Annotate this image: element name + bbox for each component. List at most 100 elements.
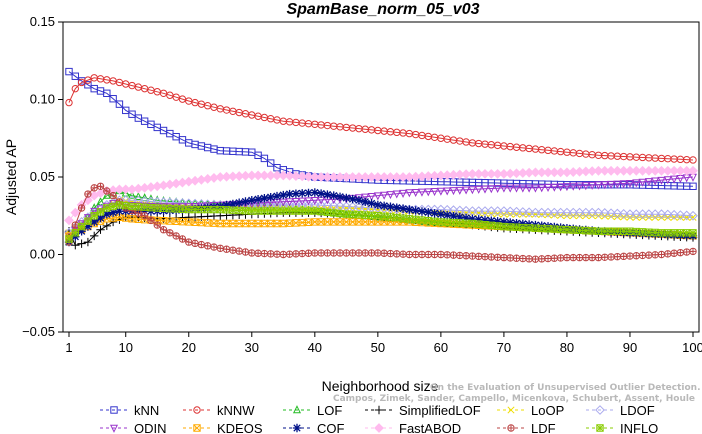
series-inflo xyxy=(65,201,697,243)
point-loop xyxy=(588,212,596,220)
point-inflo xyxy=(323,208,332,217)
point-cof xyxy=(241,197,250,206)
legend-label-loop: LoOP xyxy=(531,403,564,418)
x-ticks: 1 10 20 30 40 50 60 70 80 90 100 xyxy=(65,332,702,355)
chart-title: SpamBase_norm_05_v03 xyxy=(286,1,479,18)
point-ldf xyxy=(525,255,533,263)
legend-marker-cof xyxy=(292,423,302,433)
point-odin xyxy=(487,185,496,194)
point-ldf xyxy=(197,240,206,249)
point-knn xyxy=(115,100,124,108)
point-cof xyxy=(77,227,86,236)
point-inflo xyxy=(506,223,514,231)
point-cof xyxy=(247,196,256,205)
legend-label-lof: LOF xyxy=(317,403,342,418)
point-ldof xyxy=(606,208,616,219)
point-ldf xyxy=(563,253,571,262)
point-fastabod xyxy=(278,170,289,181)
point-inflo xyxy=(311,207,319,215)
point-odin xyxy=(304,197,313,206)
point-simplifiedlof xyxy=(96,225,105,234)
point-cof xyxy=(222,201,231,210)
point-odin xyxy=(462,186,471,195)
point-ldf xyxy=(260,249,269,258)
point-odin xyxy=(430,188,439,197)
point-ldf xyxy=(330,249,338,257)
legend-item-simplifiedlof: SimplifiedLOF xyxy=(365,403,481,418)
point-inflo xyxy=(538,224,546,233)
point-ldf xyxy=(493,253,502,261)
point-fastabod xyxy=(64,215,74,226)
y-ticks: −0.05 0.00 0.05 0.10 0.15 xyxy=(22,14,63,339)
y-tick-label: 0.00 xyxy=(30,247,55,262)
legend-label-odin: ODIN xyxy=(134,421,167,434)
point-ldf xyxy=(386,249,395,258)
point-cof xyxy=(272,191,282,201)
point-inflo xyxy=(374,212,382,220)
point-odin xyxy=(443,187,452,196)
point-knn xyxy=(689,182,697,191)
point-cof xyxy=(298,189,307,198)
point-ldof xyxy=(517,207,528,217)
point-ldf xyxy=(298,249,306,258)
point-cof xyxy=(140,206,149,216)
point-inflo xyxy=(544,225,552,233)
point-inflo xyxy=(449,218,458,227)
point-ldof xyxy=(681,210,692,221)
point-odin xyxy=(436,187,445,196)
point-inflo xyxy=(197,205,206,214)
point-loop xyxy=(626,213,634,221)
x-tick-label: 1 xyxy=(65,340,72,355)
point-cof xyxy=(424,208,433,217)
point-inflo xyxy=(248,207,256,215)
point-odin xyxy=(569,182,578,191)
point-odin xyxy=(512,184,521,193)
point-inflo xyxy=(166,204,174,213)
point-ldof xyxy=(524,207,535,218)
point-cof xyxy=(499,217,509,227)
point-knn xyxy=(65,67,73,76)
legend-marker-simplifiedlof xyxy=(374,405,384,415)
point-cof xyxy=(417,207,427,216)
point-ldf xyxy=(229,246,237,254)
point-odin xyxy=(651,177,660,186)
point-ldf xyxy=(71,221,80,229)
point-inflo xyxy=(84,217,92,225)
point-ldf xyxy=(588,253,596,262)
point-ldf xyxy=(178,235,187,243)
series-fastabod xyxy=(64,165,698,226)
point-inflo xyxy=(626,227,634,235)
point-cof xyxy=(449,211,458,221)
point-ldf xyxy=(248,249,256,257)
point-ldf xyxy=(531,255,540,263)
point-ldf xyxy=(355,249,363,257)
legend-label-ldf: LDF xyxy=(531,421,556,434)
point-ldf xyxy=(166,229,174,237)
point-inflo xyxy=(493,222,502,230)
point-odin xyxy=(562,183,571,192)
legend-marker-lof xyxy=(292,405,302,414)
point-cof xyxy=(361,197,370,206)
legend-label-fastabod: FastABOD xyxy=(399,421,461,434)
point-ldf xyxy=(159,226,168,234)
point-odin xyxy=(77,220,86,229)
point-cof xyxy=(71,232,80,241)
point-ldf xyxy=(512,254,521,262)
point-loop xyxy=(639,213,647,221)
point-fastabod xyxy=(70,207,81,218)
point-cof xyxy=(379,201,389,211)
point-inflo xyxy=(582,226,590,235)
point-ldof xyxy=(505,206,516,217)
series-layer xyxy=(64,67,698,263)
point-inflo xyxy=(632,227,640,236)
point-odin xyxy=(613,180,622,189)
legend-label-kdeos: KDEOS xyxy=(217,421,263,434)
watermark-line-1: Campos, Zimek, Sander, Campello, Micenko… xyxy=(333,394,695,404)
point-inflo xyxy=(348,210,357,219)
point-ldof xyxy=(618,208,629,219)
x-tick-label: 80 xyxy=(560,340,574,355)
point-inflo xyxy=(405,215,414,223)
point-cof xyxy=(228,199,238,209)
point-ldf xyxy=(140,212,149,220)
point-inflo xyxy=(437,218,445,226)
